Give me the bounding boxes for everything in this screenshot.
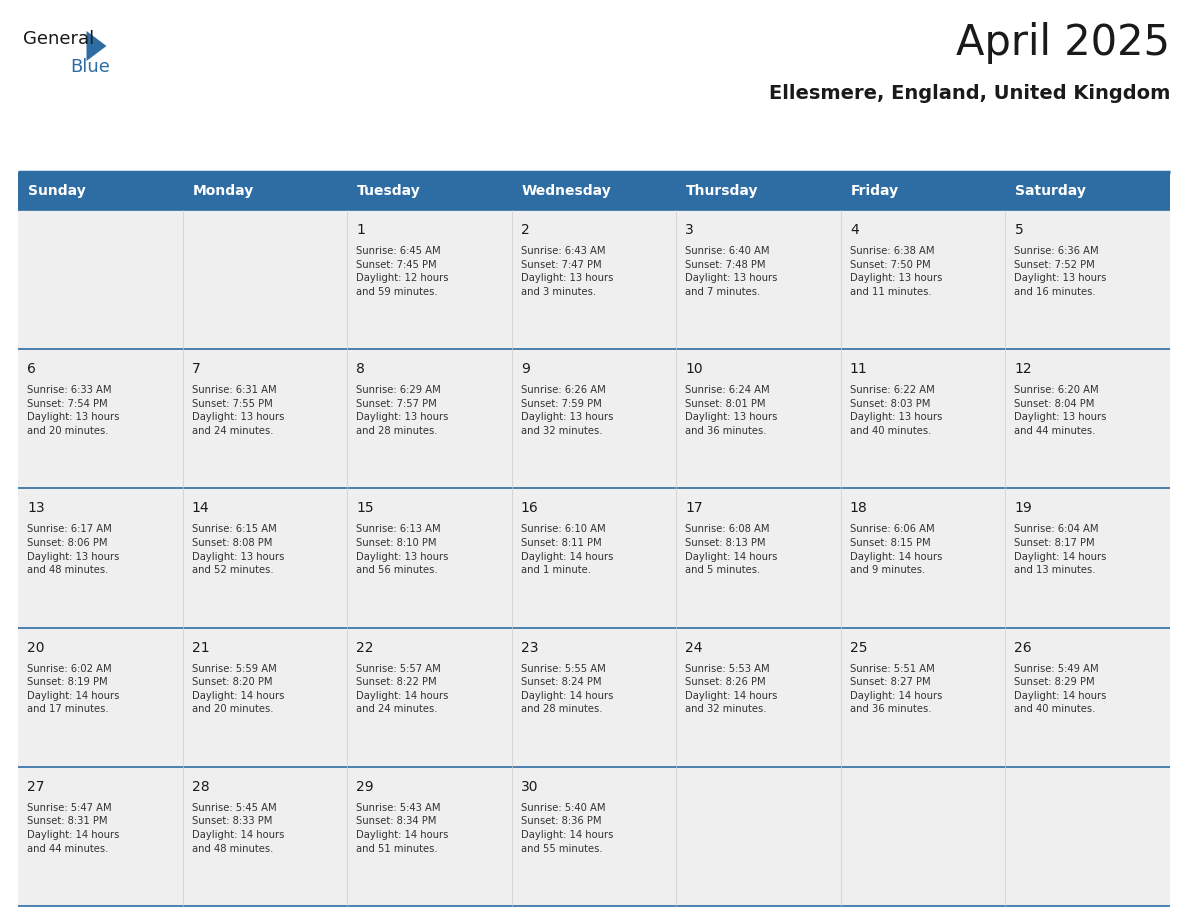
Text: 18: 18 <box>849 501 867 515</box>
Text: Wednesday: Wednesday <box>522 184 612 198</box>
Bar <box>18 349 1170 488</box>
Bar <box>183 172 347 210</box>
Text: 19: 19 <box>1015 501 1032 515</box>
Text: 20: 20 <box>27 641 45 655</box>
Bar <box>18 628 1170 767</box>
Text: 17: 17 <box>685 501 703 515</box>
Text: Sunrise: 6:29 AM
Sunset: 7:57 PM
Daylight: 13 hours
and 28 minutes.: Sunrise: 6:29 AM Sunset: 7:57 PM Dayligh… <box>356 386 449 436</box>
Text: Sunrise: 6:06 AM
Sunset: 8:15 PM
Daylight: 14 hours
and 9 minutes.: Sunrise: 6:06 AM Sunset: 8:15 PM Dayligh… <box>849 524 942 576</box>
Text: 15: 15 <box>356 501 374 515</box>
Text: Sunrise: 6:33 AM
Sunset: 7:54 PM
Daylight: 13 hours
and 20 minutes.: Sunrise: 6:33 AM Sunset: 7:54 PM Dayligh… <box>27 386 120 436</box>
Text: 30: 30 <box>520 779 538 794</box>
Bar <box>18 767 1170 906</box>
Text: 27: 27 <box>27 779 45 794</box>
Text: Sunrise: 6:22 AM
Sunset: 8:03 PM
Daylight: 13 hours
and 40 minutes.: Sunrise: 6:22 AM Sunset: 8:03 PM Dayligh… <box>849 386 942 436</box>
Text: 3: 3 <box>685 223 694 237</box>
Bar <box>18 172 183 210</box>
Text: 8: 8 <box>356 363 365 376</box>
Bar <box>512 172 676 210</box>
Bar <box>676 172 841 210</box>
Text: 1: 1 <box>356 223 365 237</box>
Text: 7: 7 <box>191 363 201 376</box>
Text: 6: 6 <box>27 363 36 376</box>
Text: 23: 23 <box>520 641 538 655</box>
Text: Sunrise: 5:43 AM
Sunset: 8:34 PM
Daylight: 14 hours
and 51 minutes.: Sunrise: 5:43 AM Sunset: 8:34 PM Dayligh… <box>356 803 449 854</box>
Text: 5: 5 <box>1015 223 1023 237</box>
Text: Sunrise: 6:10 AM
Sunset: 8:11 PM
Daylight: 14 hours
and 1 minute.: Sunrise: 6:10 AM Sunset: 8:11 PM Dayligh… <box>520 524 613 576</box>
Text: Sunday: Sunday <box>27 184 86 198</box>
Text: Sunrise: 6:13 AM
Sunset: 8:10 PM
Daylight: 13 hours
and 56 minutes.: Sunrise: 6:13 AM Sunset: 8:10 PM Dayligh… <box>356 524 449 576</box>
Text: Sunrise: 6:04 AM
Sunset: 8:17 PM
Daylight: 14 hours
and 13 minutes.: Sunrise: 6:04 AM Sunset: 8:17 PM Dayligh… <box>1015 524 1107 576</box>
Bar <box>841 172 1005 210</box>
Text: 24: 24 <box>685 641 703 655</box>
Bar <box>1005 172 1170 210</box>
Text: 12: 12 <box>1015 363 1032 376</box>
Text: 29: 29 <box>356 779 374 794</box>
Text: 28: 28 <box>191 779 209 794</box>
Text: Sunrise: 5:51 AM
Sunset: 8:27 PM
Daylight: 14 hours
and 36 minutes.: Sunrise: 5:51 AM Sunset: 8:27 PM Dayligh… <box>849 664 942 714</box>
Text: Sunrise: 6:02 AM
Sunset: 8:19 PM
Daylight: 14 hours
and 17 minutes.: Sunrise: 6:02 AM Sunset: 8:19 PM Dayligh… <box>27 664 120 714</box>
Text: Sunrise: 6:38 AM
Sunset: 7:50 PM
Daylight: 13 hours
and 11 minutes.: Sunrise: 6:38 AM Sunset: 7:50 PM Dayligh… <box>849 246 942 297</box>
Text: Sunrise: 6:45 AM
Sunset: 7:45 PM
Daylight: 12 hours
and 59 minutes.: Sunrise: 6:45 AM Sunset: 7:45 PM Dayligh… <box>356 246 449 297</box>
Text: 13: 13 <box>27 501 45 515</box>
Text: Sunrise: 5:47 AM
Sunset: 8:31 PM
Daylight: 14 hours
and 44 minutes.: Sunrise: 5:47 AM Sunset: 8:31 PM Dayligh… <box>27 803 120 854</box>
Text: Sunrise: 6:24 AM
Sunset: 8:01 PM
Daylight: 13 hours
and 36 minutes.: Sunrise: 6:24 AM Sunset: 8:01 PM Dayligh… <box>685 386 778 436</box>
Text: Sunrise: 6:31 AM
Sunset: 7:55 PM
Daylight: 13 hours
and 24 minutes.: Sunrise: 6:31 AM Sunset: 7:55 PM Dayligh… <box>191 386 284 436</box>
Text: Sunrise: 5:59 AM
Sunset: 8:20 PM
Daylight: 14 hours
and 20 minutes.: Sunrise: 5:59 AM Sunset: 8:20 PM Dayligh… <box>191 664 284 714</box>
Text: Sunrise: 5:45 AM
Sunset: 8:33 PM
Daylight: 14 hours
and 48 minutes.: Sunrise: 5:45 AM Sunset: 8:33 PM Dayligh… <box>191 803 284 854</box>
Bar <box>18 488 1170 628</box>
Text: April 2025: April 2025 <box>956 22 1170 64</box>
Text: 14: 14 <box>191 501 209 515</box>
Text: 11: 11 <box>849 363 867 376</box>
Text: Thursday: Thursday <box>687 184 759 198</box>
Text: 2: 2 <box>520 223 530 237</box>
Text: Sunrise: 5:40 AM
Sunset: 8:36 PM
Daylight: 14 hours
and 55 minutes.: Sunrise: 5:40 AM Sunset: 8:36 PM Dayligh… <box>520 803 613 854</box>
Bar <box>18 210 1170 349</box>
Text: Saturday: Saturday <box>1016 184 1086 198</box>
Text: Sunrise: 5:57 AM
Sunset: 8:22 PM
Daylight: 14 hours
and 24 minutes.: Sunrise: 5:57 AM Sunset: 8:22 PM Dayligh… <box>356 664 449 714</box>
Text: Sunrise: 6:15 AM
Sunset: 8:08 PM
Daylight: 13 hours
and 52 minutes.: Sunrise: 6:15 AM Sunset: 8:08 PM Dayligh… <box>191 524 284 576</box>
Text: Sunrise: 6:08 AM
Sunset: 8:13 PM
Daylight: 14 hours
and 5 minutes.: Sunrise: 6:08 AM Sunset: 8:13 PM Dayligh… <box>685 524 778 576</box>
Text: Sunrise: 6:40 AM
Sunset: 7:48 PM
Daylight: 13 hours
and 7 minutes.: Sunrise: 6:40 AM Sunset: 7:48 PM Dayligh… <box>685 246 778 297</box>
Bar <box>347 172 512 210</box>
Text: Sunrise: 5:55 AM
Sunset: 8:24 PM
Daylight: 14 hours
and 28 minutes.: Sunrise: 5:55 AM Sunset: 8:24 PM Dayligh… <box>520 664 613 714</box>
Text: Sunrise: 6:43 AM
Sunset: 7:47 PM
Daylight: 13 hours
and 3 minutes.: Sunrise: 6:43 AM Sunset: 7:47 PM Dayligh… <box>520 246 613 297</box>
Text: 22: 22 <box>356 641 374 655</box>
Text: Monday: Monday <box>192 184 254 198</box>
Text: Sunrise: 6:26 AM
Sunset: 7:59 PM
Daylight: 13 hours
and 32 minutes.: Sunrise: 6:26 AM Sunset: 7:59 PM Dayligh… <box>520 386 613 436</box>
Text: Ellesmere, England, United Kingdom: Ellesmere, England, United Kingdom <box>769 84 1170 103</box>
Text: Blue: Blue <box>70 58 109 76</box>
Text: Sunrise: 6:20 AM
Sunset: 8:04 PM
Daylight: 13 hours
and 44 minutes.: Sunrise: 6:20 AM Sunset: 8:04 PM Dayligh… <box>1015 386 1107 436</box>
Polygon shape <box>87 31 107 61</box>
Text: Friday: Friday <box>851 184 899 198</box>
Text: 16: 16 <box>520 501 538 515</box>
Text: 9: 9 <box>520 363 530 376</box>
Text: Sunrise: 6:17 AM
Sunset: 8:06 PM
Daylight: 13 hours
and 48 minutes.: Sunrise: 6:17 AM Sunset: 8:06 PM Dayligh… <box>27 524 120 576</box>
Text: 25: 25 <box>849 641 867 655</box>
Text: 21: 21 <box>191 641 209 655</box>
Text: Sunrise: 5:53 AM
Sunset: 8:26 PM
Daylight: 14 hours
and 32 minutes.: Sunrise: 5:53 AM Sunset: 8:26 PM Dayligh… <box>685 664 778 714</box>
Text: General: General <box>23 30 94 48</box>
Text: Sunrise: 5:49 AM
Sunset: 8:29 PM
Daylight: 14 hours
and 40 minutes.: Sunrise: 5:49 AM Sunset: 8:29 PM Dayligh… <box>1015 664 1107 714</box>
Text: Tuesday: Tuesday <box>358 184 421 198</box>
Text: Sunrise: 6:36 AM
Sunset: 7:52 PM
Daylight: 13 hours
and 16 minutes.: Sunrise: 6:36 AM Sunset: 7:52 PM Dayligh… <box>1015 246 1107 297</box>
Text: 26: 26 <box>1015 641 1032 655</box>
Text: 4: 4 <box>849 223 859 237</box>
Text: 10: 10 <box>685 363 703 376</box>
